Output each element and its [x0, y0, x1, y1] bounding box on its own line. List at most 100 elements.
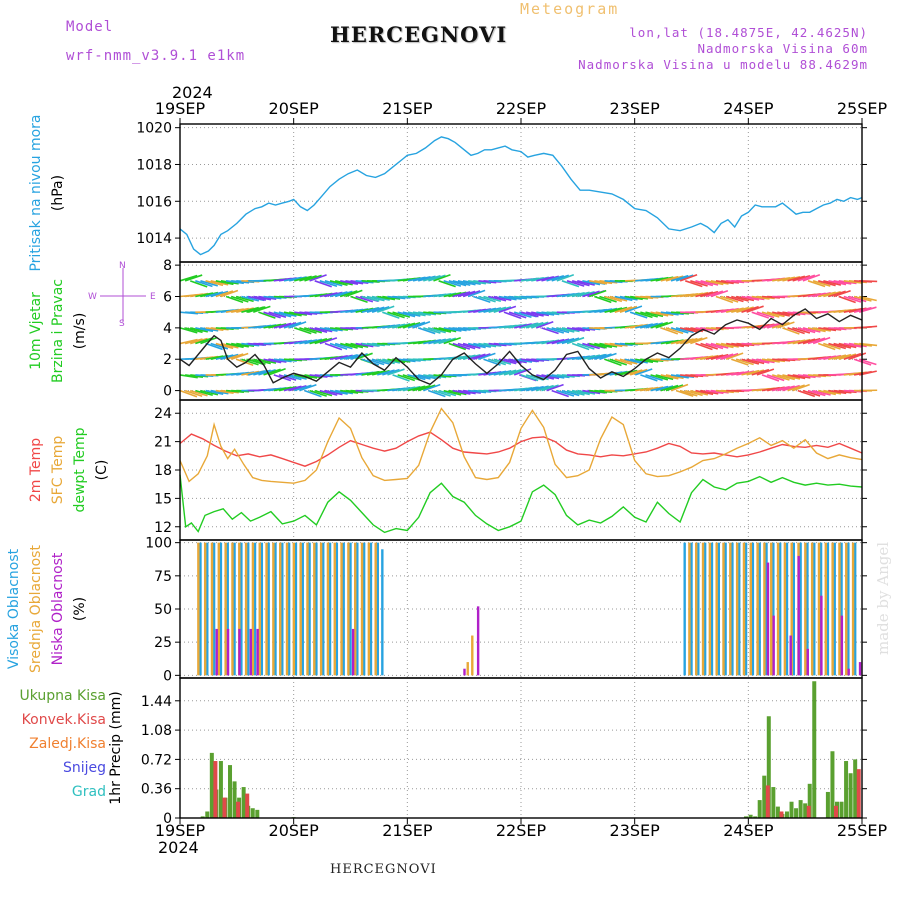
- wind-arrow: [220, 342, 239, 349]
- bar-cloud_high: [253, 542, 257, 676]
- wind-arrow: [220, 353, 239, 360]
- wind-arrow: [594, 280, 613, 285]
- bar-cloud_high: [328, 542, 332, 676]
- wind-arrow: [294, 275, 312, 282]
- y-tick-label: 1014: [136, 231, 172, 247]
- wind-arrow: [670, 383, 689, 392]
- bar-cloud_low: [797, 555, 800, 676]
- y-axis-label: Brzina i Pravac: [50, 279, 66, 383]
- compass-w: W: [88, 292, 97, 302]
- bar-cloud_low: [789, 635, 792, 676]
- wind-arrow: [833, 289, 851, 298]
- wind-arrow: [828, 290, 846, 298]
- wind-arrow: [828, 389, 847, 395]
- bar-cloud_mid: [722, 542, 725, 676]
- y-axis-label: (m/s): [72, 313, 88, 350]
- wind-arrow: [200, 327, 219, 332]
- wind-arrow: [293, 327, 312, 335]
- wind-arrow: [675, 274, 694, 282]
- wind-arrow: [665, 374, 684, 380]
- wind-arrow: [478, 352, 496, 360]
- wind-arrow: [695, 280, 714, 287]
- wind-arrow: [324, 327, 343, 332]
- wind-arrow: [660, 275, 679, 282]
- wind-arrow: [334, 342, 353, 350]
- wind-arrow: [782, 275, 801, 282]
- wind-arrow: [200, 336, 218, 345]
- bar-cloud_high: [342, 542, 345, 676]
- wind-arrow: [402, 311, 421, 317]
- bar-precip_conv: [213, 761, 218, 818]
- bar-cloud_low: [256, 628, 259, 676]
- x-label-bottom: 19SEP: [155, 821, 206, 840]
- wind-arrow: [488, 358, 507, 366]
- wind-arrow: [655, 385, 674, 392]
- y-axis-label: 10m Vjetar: [28, 292, 44, 370]
- bar-cloud_low: [249, 628, 252, 676]
- bar-cloud_high: [301, 542, 304, 676]
- wind-arrow: [329, 291, 348, 298]
- bar-precip_total: [748, 814, 753, 818]
- wind-arrow: [619, 305, 638, 313]
- wind-arrow: [498, 369, 517, 376]
- wind-arrow: [577, 290, 595, 298]
- wind-arrow: [452, 342, 471, 350]
- bar-cloud_mid: [238, 542, 241, 676]
- wind-arrow: [241, 306, 259, 313]
- wind-arrow: [248, 295, 266, 301]
- bar-precip_total: [241, 787, 246, 818]
- wind-arrow: [571, 291, 590, 298]
- wind-arrow: [833, 353, 852, 361]
- wind-arrow: [324, 291, 343, 298]
- wind-arrow: [695, 342, 713, 351]
- wind-arrow: [838, 280, 857, 285]
- wind-arrow: [377, 295, 396, 301]
- wind-arrow: [823, 290, 841, 298]
- wind-arrow: [340, 389, 359, 394]
- wind-arrow: [614, 295, 633, 302]
- bar-precip_total: [766, 716, 771, 818]
- bar-cloud_high: [233, 542, 236, 676]
- wind-arrow: [807, 280, 826, 288]
- bar-cloud_low: [463, 668, 466, 676]
- y-tick-label: 24: [154, 406, 172, 422]
- wind-arrow: [645, 311, 664, 318]
- wind-arrow: [387, 311, 405, 319]
- wind-arrow: [268, 358, 287, 363]
- wind-arrow: [190, 337, 208, 345]
- panel-precipitation: 0 0.36 0.72 1.08 1.44 1hr Precip (mm)Ukupna K…: [19, 677, 867, 827]
- wind-arrow: [483, 307, 502, 313]
- wind-arrow: [599, 295, 617, 303]
- wind-arrow: [503, 295, 522, 300]
- wind-arrow: [741, 358, 760, 365]
- wind-arrow: [710, 353, 729, 361]
- wind-arrow: [715, 353, 734, 360]
- wind-arrow: [566, 280, 585, 287]
- wind-arrow: [225, 353, 244, 360]
- bar-cloud_high: [315, 542, 318, 676]
- wind-arrow: [210, 290, 229, 298]
- wind-arrow: [771, 321, 790, 329]
- wind-arrow: [483, 342, 502, 347]
- bar-cloud_high: [356, 542, 359, 676]
- wind-arrow: [772, 385, 790, 392]
- bar-cloud_high: [281, 542, 284, 676]
- bar-cloud_mid: [770, 542, 773, 676]
- wind-arrow: [407, 321, 426, 329]
- panel-wind: 0 2 4 6 8 W E N S 10m Vjetar Brzina i Pravac (m/s): [28, 258, 878, 401]
- wind-arrow: [428, 389, 446, 398]
- bar-cloud_high: [703, 542, 707, 676]
- y-axis-label: 1hr Precip (mm): [108, 691, 124, 804]
- wind-arrow: [340, 280, 359, 285]
- bar-cloud_high: [335, 542, 339, 676]
- bar-precip_total: [798, 800, 803, 818]
- wind-arrow: [241, 358, 259, 366]
- wind-arrow: [299, 384, 317, 392]
- bar-cloud_high: [287, 542, 291, 676]
- wind-arrow: [288, 385, 307, 392]
- wind-arrow: [210, 280, 229, 286]
- wind-arrow: [777, 311, 796, 317]
- wind-arrow: [215, 280, 234, 286]
- wind-arrow: [761, 374, 780, 382]
- wind-arrow: [438, 389, 457, 397]
